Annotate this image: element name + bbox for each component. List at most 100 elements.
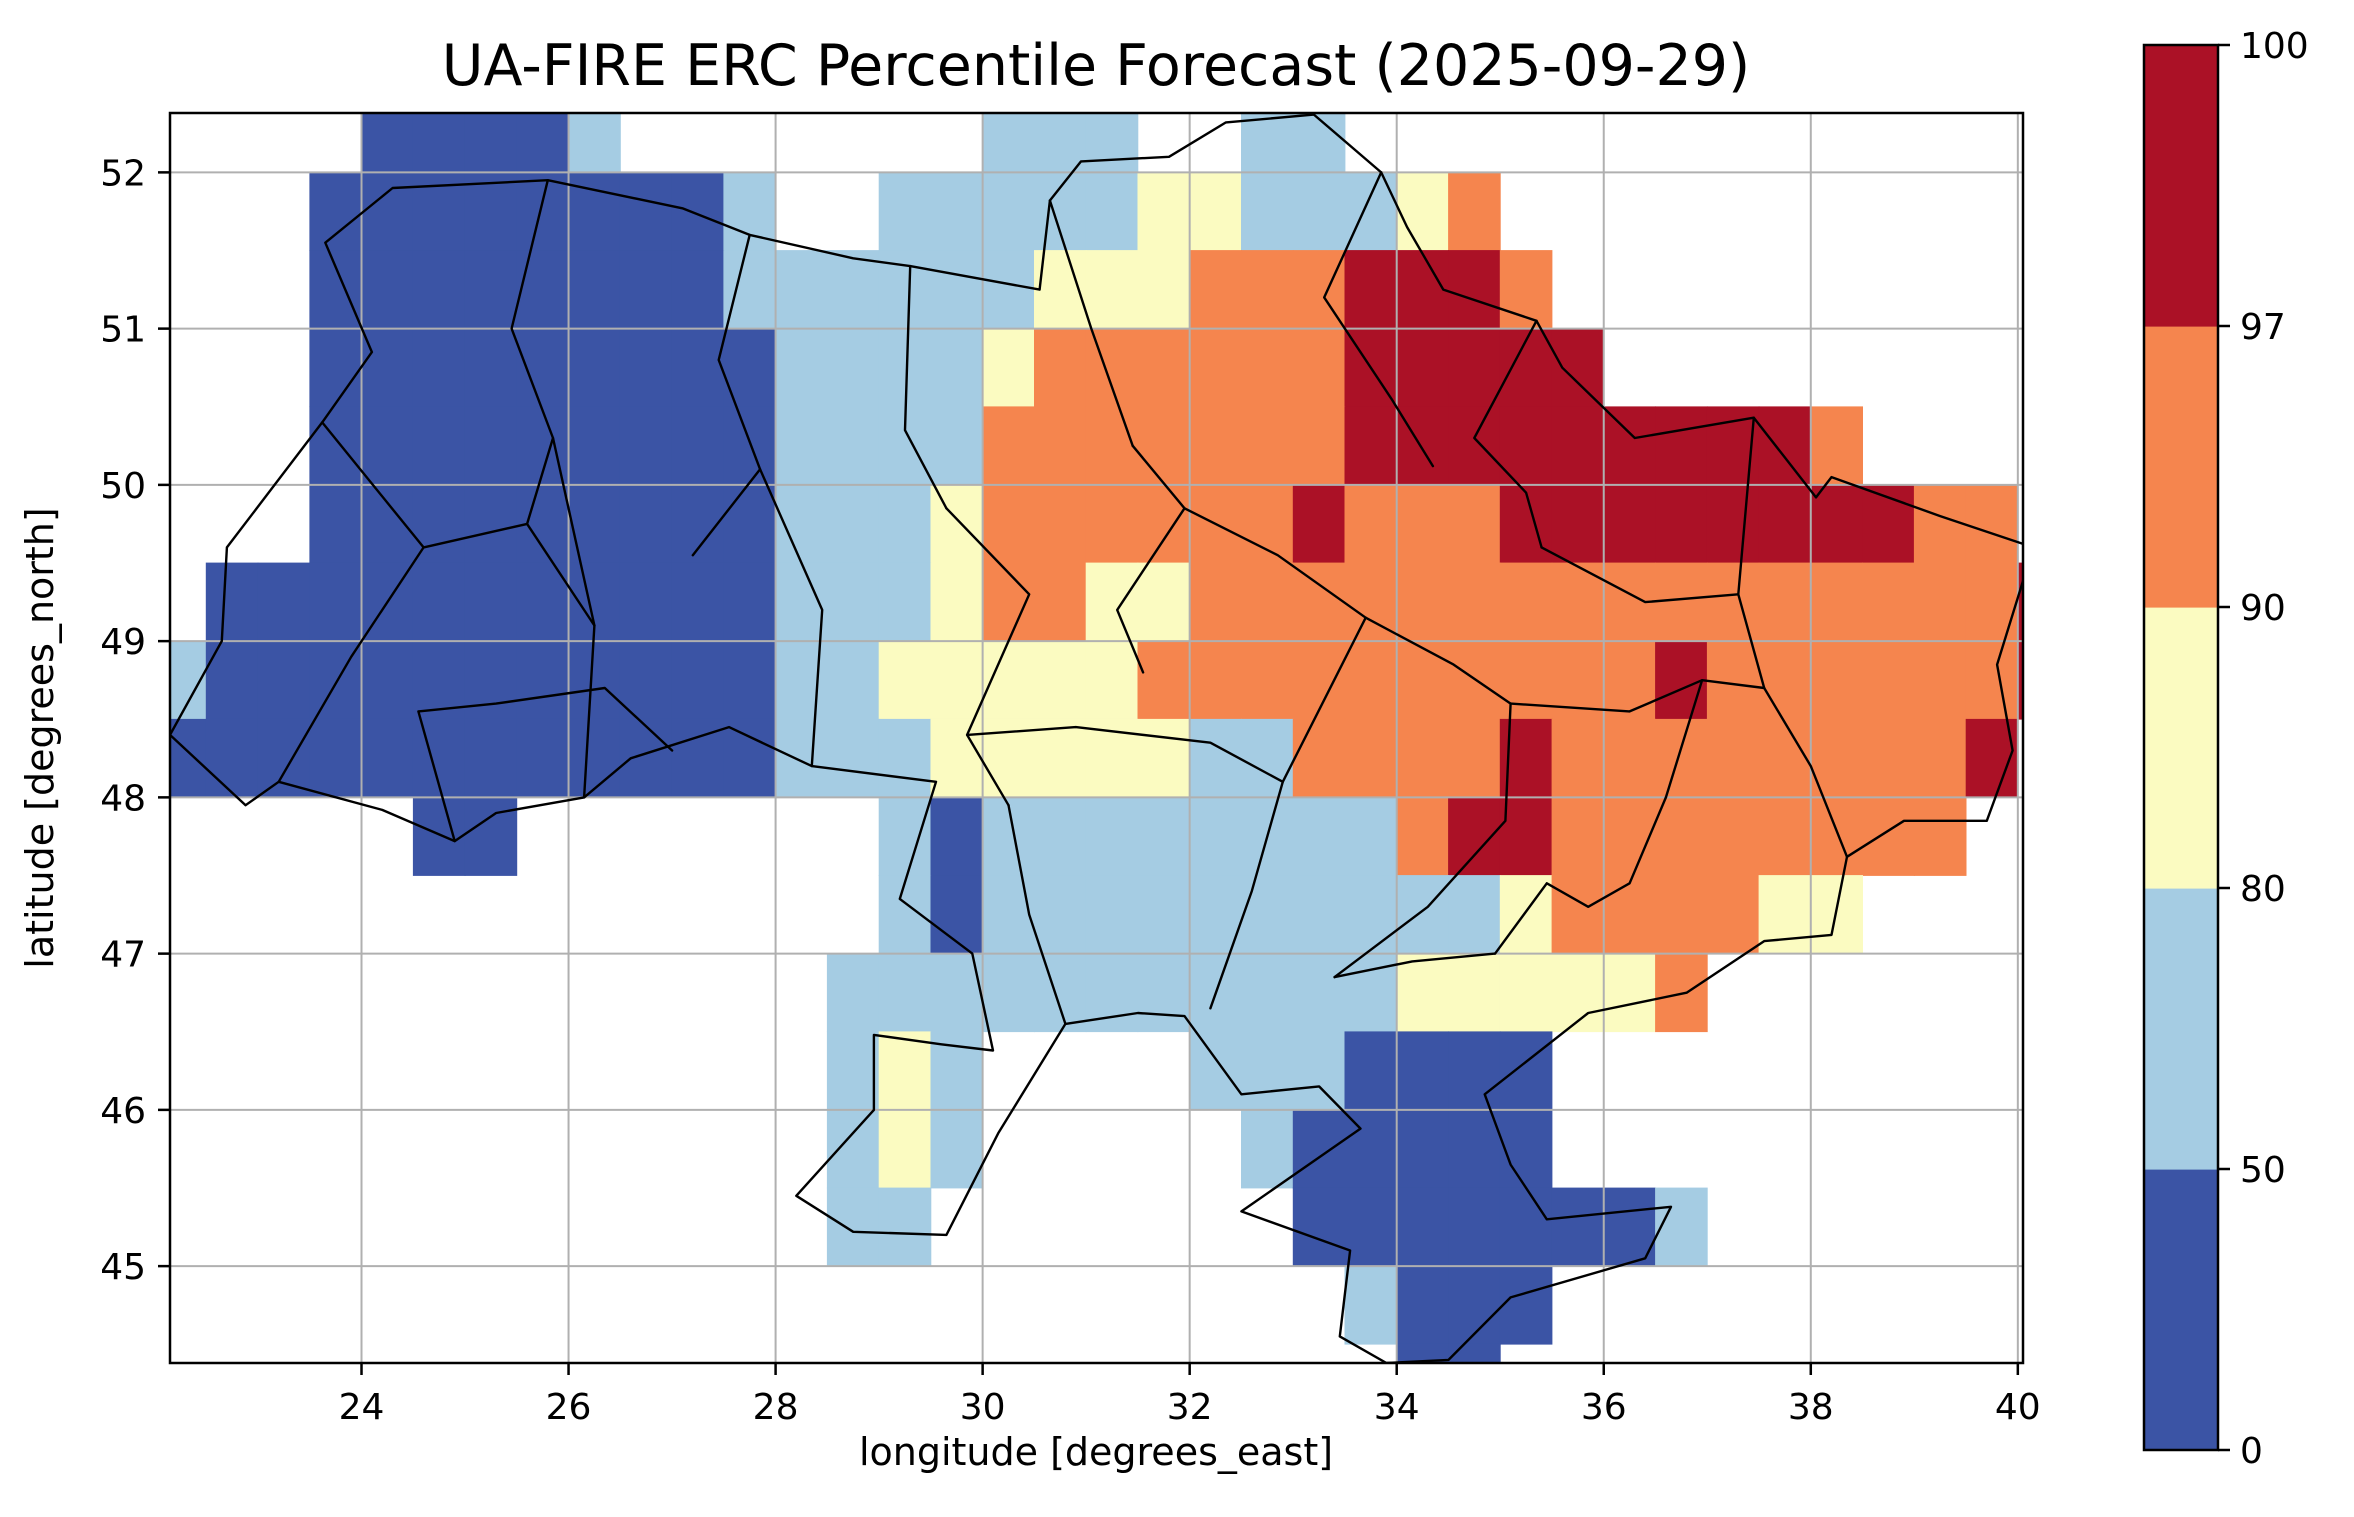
grid-cell bbox=[1137, 640, 1191, 720]
grid-cell bbox=[412, 328, 466, 408]
grid-cell bbox=[1706, 797, 1760, 876]
oblast-border bbox=[1473, 319, 1543, 549]
x-tick-label: 36 bbox=[1581, 1387, 1627, 1428]
grid-cell bbox=[1810, 797, 1863, 876]
colorbar-segment bbox=[2144, 607, 2218, 889]
grid-cell bbox=[1189, 1031, 1242, 1111]
grid-cell bbox=[1913, 484, 1967, 564]
plot-frame bbox=[168, 111, 2025, 1365]
oblast-border bbox=[510, 179, 555, 526]
grid-cell bbox=[1085, 406, 1139, 486]
grid-cell bbox=[1034, 484, 1087, 564]
grid-cell bbox=[1603, 484, 1656, 564]
grid-cell bbox=[568, 172, 621, 251]
grid-cell bbox=[1551, 718, 1605, 798]
grid-cell bbox=[1551, 875, 1605, 954]
grid-cell bbox=[1241, 172, 1294, 251]
grid-cell bbox=[309, 328, 362, 408]
grid-cell bbox=[516, 113, 569, 173]
colorbar-tick-label: 80 bbox=[2240, 869, 2286, 910]
colorbar-segment bbox=[2144, 1169, 2218, 1451]
grid-cell bbox=[464, 172, 518, 251]
grid-cell bbox=[1706, 484, 1760, 564]
grid-cell bbox=[1034, 406, 1087, 486]
grid-cell bbox=[1137, 484, 1191, 564]
grid-cell bbox=[1137, 875, 1191, 954]
grid-cell bbox=[464, 562, 518, 642]
grid-cell bbox=[1448, 562, 1501, 642]
grid-cell bbox=[1448, 484, 1501, 564]
grid-cell bbox=[1551, 406, 1605, 486]
grid-cell bbox=[1448, 406, 1501, 486]
grid-cell bbox=[982, 406, 1035, 486]
grid-cell bbox=[1034, 718, 1087, 798]
grid-cell bbox=[257, 640, 311, 720]
grid-cell bbox=[1241, 953, 1294, 1033]
grid-cell bbox=[568, 328, 621, 408]
grid-cell bbox=[1189, 406, 1242, 486]
grid-cell bbox=[1292, 562, 1346, 642]
y-tick-label: 50 bbox=[100, 466, 146, 507]
grid-cell bbox=[1396, 562, 1449, 642]
grid-cell bbox=[1965, 562, 2019, 642]
grid-cell bbox=[1292, 172, 1346, 251]
grid-cell bbox=[1499, 1109, 1553, 1189]
grid-cell bbox=[1241, 113, 1294, 173]
grid-cell bbox=[464, 718, 518, 798]
grid-cell bbox=[826, 484, 880, 564]
grid-cell bbox=[1344, 875, 1398, 954]
grid-cell bbox=[1292, 406, 1346, 486]
colorbar: 0 50 80 90 97 100 bbox=[2142, 26, 2309, 1472]
grid-cell bbox=[1396, 172, 1449, 251]
grid-cell bbox=[1396, 1265, 1449, 1345]
grid-cell bbox=[1396, 328, 1449, 408]
grid-cell bbox=[878, 1109, 932, 1189]
grid-cell bbox=[1085, 172, 1139, 251]
grid-cell bbox=[775, 406, 828, 486]
grid-cell bbox=[619, 328, 673, 408]
grid-cell bbox=[464, 797, 518, 876]
x-axis-label: longitude [degrees_east] bbox=[858, 1430, 1334, 1474]
grid-cell bbox=[1189, 718, 1242, 798]
grid-cell bbox=[982, 484, 1035, 564]
grid-cell bbox=[619, 484, 673, 564]
grid-cell bbox=[361, 172, 414, 251]
grid-cell bbox=[1241, 328, 1294, 408]
grid-cell bbox=[878, 562, 932, 642]
grid-cell bbox=[775, 718, 828, 798]
grid-cell bbox=[412, 406, 466, 486]
grid-cell bbox=[982, 328, 1035, 408]
grid-cell bbox=[170, 640, 207, 720]
grid-cell bbox=[619, 562, 673, 642]
grid-cell bbox=[1758, 718, 1812, 798]
grid-cell bbox=[1396, 484, 1449, 564]
grid-cell bbox=[1034, 172, 1087, 251]
colorbar-tick-label: 90 bbox=[2240, 588, 2286, 629]
grid-cell bbox=[982, 172, 1035, 251]
grid-cell bbox=[671, 172, 725, 251]
colorbar-tick-label: 0 bbox=[2240, 1431, 2263, 1472]
grid-cell bbox=[1810, 562, 1863, 642]
grid-cell bbox=[619, 172, 673, 251]
grid-cell bbox=[1241, 1031, 1294, 1111]
grid-cell bbox=[568, 718, 621, 798]
grid-cell bbox=[826, 640, 880, 720]
grid-cell bbox=[1551, 328, 1605, 408]
grid-cell bbox=[1292, 718, 1346, 798]
grid-cell bbox=[1603, 875, 1656, 954]
grid-cell bbox=[1344, 1265, 1398, 1345]
grid-cell bbox=[1396, 1343, 1449, 1363]
grid-cell bbox=[1396, 718, 1449, 798]
grid-cell bbox=[1655, 797, 1708, 876]
grid-cell bbox=[1965, 484, 2019, 564]
oblast-border bbox=[1664, 679, 1704, 799]
grid-cell bbox=[1085, 875, 1139, 954]
grid-cell bbox=[619, 640, 673, 720]
grid-cell bbox=[1758, 875, 1812, 954]
grid-cell bbox=[878, 875, 932, 954]
grid-cell bbox=[1034, 875, 1087, 954]
grid-cell bbox=[1292, 113, 1346, 173]
grid-cell bbox=[1655, 1187, 1708, 1267]
y-tick-label: 45 bbox=[100, 1247, 146, 1288]
